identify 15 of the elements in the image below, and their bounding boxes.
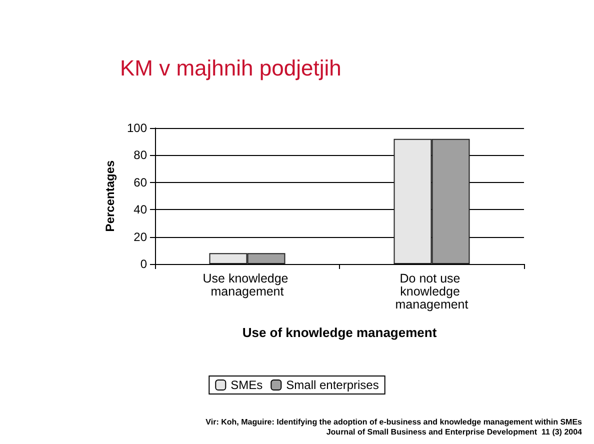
y-axis-title: Percentages: [103, 160, 118, 232]
chart-title: KM v majhnih podjetjih: [120, 56, 342, 80]
y-tick-label: 100: [126, 121, 148, 135]
y-tick-label: 80: [134, 148, 148, 162]
text: Vir: Koh, Maguire: Identifying the adoption of e-business and knowledge management within SMEs: [206, 418, 583, 426]
y-tick-label: 20: [134, 230, 148, 244]
legend-label: Small enterprises: [286, 378, 379, 392]
y-tick-label: 0: [140, 257, 148, 271]
y-tick-label: 60: [134, 175, 148, 190]
text: Journal of Small Business and Enterprise Development 11 (3) 2004: [326, 428, 583, 436]
x-tick-label: Use knowledge management: [202, 272, 292, 298]
x-axis-title: Use of knowledge management: [242, 325, 438, 340]
x-tick-label: Do not use knowledge management: [395, 272, 469, 312]
y-tick-label: 40: [134, 202, 148, 217]
legend-label: SMEs: [230, 378, 263, 392]
